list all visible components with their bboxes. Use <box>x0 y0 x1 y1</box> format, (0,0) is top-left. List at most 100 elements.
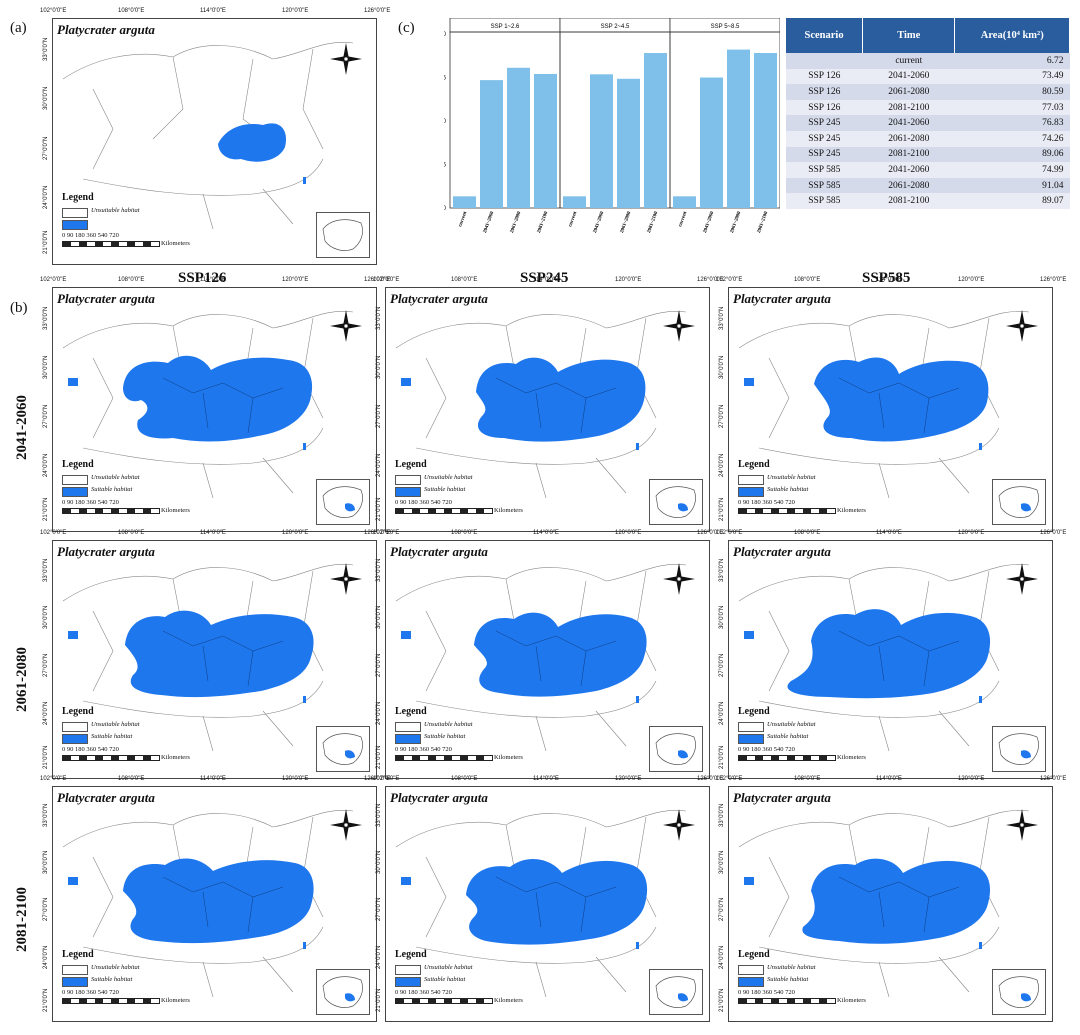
longitude-label: 108°0'0"E <box>118 8 145 14</box>
cell-scenario: SSP 585 <box>786 162 863 178</box>
suitable-habitat-area <box>218 123 287 162</box>
latitude-label: 27°0'0"N <box>376 653 382 678</box>
cell-scenario: SSP 585 <box>786 177 863 194</box>
longitude-label: 114°0'0"E <box>533 277 559 283</box>
legend-title: Legend <box>395 949 427 960</box>
legend-label-unsuitable: Unsuitable habitat <box>424 964 473 971</box>
legend-label-suitable: Suitable habitat <box>424 976 466 983</box>
species-name: Platycrater arguta <box>390 291 488 306</box>
latitude-label: 24°0'0"N <box>43 945 49 969</box>
longitude-label: 120°0'0"E <box>282 277 309 283</box>
suitable-habitat-patch <box>303 942 306 949</box>
latitude-label: 24°0'0"N <box>719 945 725 969</box>
china-inset-map <box>649 726 703 772</box>
x-tick-label: 2061~2080 <box>730 211 743 233</box>
legend-swatch-unsuitable <box>62 208 88 218</box>
latitude-label: 33°0'0"N <box>376 803 382 828</box>
inner-boundaries <box>495 630 617 687</box>
x-tick-label: 2041~2060 <box>703 211 716 233</box>
longitude-label: 126°0'0"E <box>697 776 724 782</box>
suitable-habitat-area <box>125 610 314 698</box>
longitude-label: 108°0'0"E <box>451 530 478 536</box>
longitude-label: 126°0'0"E <box>364 776 391 782</box>
map-canvas <box>738 310 1038 499</box>
legend-title: Legend <box>395 706 427 717</box>
scale-bar-numbers: 0 90 180 360 540 720 <box>738 499 795 506</box>
cell-area: 89.07 <box>954 193 1070 209</box>
longitude-label: 102°0'0"E <box>373 776 400 782</box>
legend-swatch-suitable <box>62 220 88 230</box>
latitude-label: 24°0'0"N <box>43 701 49 726</box>
compass-icon <box>330 310 362 342</box>
legend-title: Legend <box>395 459 427 470</box>
cell-time: 2081-2100 <box>862 193 955 209</box>
latitude-label: 21°0'0"N <box>376 745 382 769</box>
latitude-label: 21°0'0"N <box>43 231 49 255</box>
suitable-habitat-patch <box>401 877 411 885</box>
x-tick-label: 2041~2060 <box>593 211 606 233</box>
row-header-2081-2100: 2081-2100 <box>14 887 30 952</box>
longitude-label: 114°0'0"E <box>876 277 902 283</box>
scale-bar-unit: Kilometers <box>494 754 523 761</box>
legend-label-unsuitable: Unsuitable habitat <box>91 964 140 971</box>
compass-icon <box>663 809 695 841</box>
latitude-label: 21°0'0"N <box>43 745 49 769</box>
cell-scenario: SSP 126 <box>786 84 863 100</box>
cell-time: 2041-2060 <box>862 115 955 131</box>
suitable-habitat-patch <box>68 631 78 639</box>
scale-bar-unit: Kilometers <box>161 997 190 1004</box>
cell-time: 2061-2080 <box>862 130 955 147</box>
latitude-label: 30°0'0"N <box>43 87 49 111</box>
longitude-label: 114°0'0"E <box>876 530 902 536</box>
bar <box>673 196 696 208</box>
china-inset-map <box>992 726 1046 772</box>
longitude-label: 120°0'0"E <box>282 530 309 536</box>
longitude-label: 126°0'0"E <box>364 530 391 536</box>
suitable-habitat-patch <box>68 378 78 386</box>
cell-area: 73.49 <box>954 68 1070 85</box>
legend-swatch-suitable <box>738 487 764 497</box>
bar <box>727 49 750 209</box>
cell-time: 2061-2080 <box>862 177 955 194</box>
x-tick-label: current <box>568 211 578 228</box>
legend-swatch-suitable <box>395 487 421 497</box>
species-name: Platycrater arguta <box>57 544 155 559</box>
latitude-label: 30°0'0"N <box>376 606 382 630</box>
column-header-ssp126: SSP126 <box>178 270 227 286</box>
longitude-label: 114°0'0"E <box>200 776 226 782</box>
latitude-label: 24°0'0"N <box>376 945 382 969</box>
longitude-label: 126°0'0"E <box>697 277 724 283</box>
legend-label-unsuitable: Unsuitable habitat <box>91 207 140 214</box>
longitude-label: 126°0'0"E <box>1040 277 1067 283</box>
species-name: Platycrater arguta <box>733 790 831 805</box>
table-header-area: Area(10⁴ km²) <box>954 18 1070 53</box>
cell-scenario: SSP 245 <box>786 115 863 131</box>
panel-label-c: (c) <box>398 20 415 36</box>
table-row: SSP 245 2061-2080 74.26 <box>786 130 1070 147</box>
suitable-habitat-patch <box>401 631 411 639</box>
longitude-label: 126°0'0"E <box>1040 530 1067 536</box>
species-name: Platycrater arguta <box>390 790 488 805</box>
latitude-label: 27°0'0"N <box>719 898 725 922</box>
row-header-2061-2080: 2061-2080 <box>14 647 30 712</box>
scale-bar <box>62 755 160 761</box>
legend-swatch-unsuitable <box>738 965 764 975</box>
longitude-label: 114°0'0"E <box>533 776 559 782</box>
suitable-habitat-patch <box>303 696 306 703</box>
y-tick-label: 75 <box>444 76 447 82</box>
legend-label-suitable: Suitable habitat <box>91 486 133 493</box>
longitude-label: 114°0'0"E <box>200 8 226 14</box>
legend-swatch-suitable <box>62 487 88 497</box>
bar <box>754 53 777 208</box>
latitude-label: 24°0'0"N <box>376 453 382 477</box>
inner-boundaries <box>495 377 617 434</box>
longitude-label: 102°0'0"E <box>40 530 67 536</box>
table-row: SSP 126 2061-2080 80.59 <box>786 84 1070 100</box>
suitable-habitat-area <box>814 357 989 442</box>
legend-title: Legend <box>62 706 94 717</box>
scale-bar <box>62 508 160 514</box>
scale-bar-numbers: 0 90 180 360 540 720 <box>62 232 119 239</box>
inner-boundaries <box>838 377 960 434</box>
inner-boundaries <box>838 630 960 687</box>
y-tick-label: 50 <box>444 119 447 125</box>
